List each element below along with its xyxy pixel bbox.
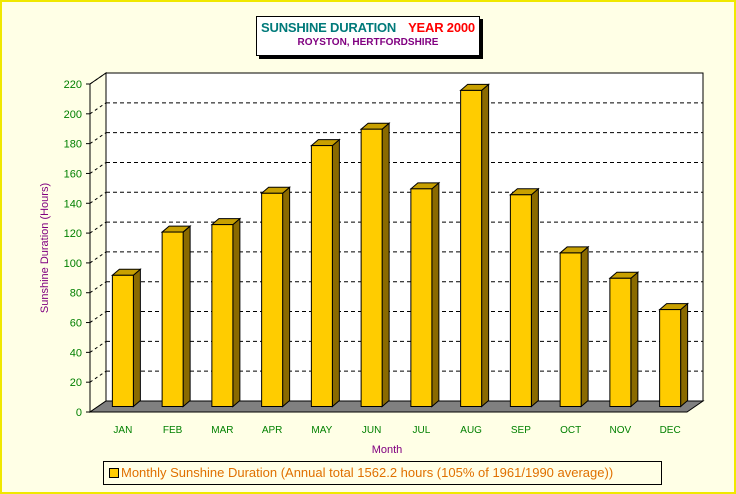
x-tick-label: FEB	[163, 425, 183, 436]
bar-side	[680, 302, 689, 408]
y-tick-label: 220	[64, 79, 82, 91]
y-tick-label: 80	[70, 288, 82, 300]
bar	[659, 309, 682, 407]
bar	[410, 188, 433, 407]
x-tick-label: SEP	[511, 425, 531, 436]
x-tick-label: MAR	[211, 425, 233, 436]
chart-floor	[88, 400, 705, 413]
bar-side	[381, 122, 390, 408]
bar-side	[232, 217, 241, 408]
bar	[460, 89, 483, 407]
chart-side-wall	[89, 72, 107, 413]
chart-legend: Monthly Sunshine Duration (Annual total …	[103, 461, 662, 485]
y-tick-label: 160	[64, 168, 82, 180]
x-tick-label: AUG	[460, 425, 482, 436]
chart-back-wall	[105, 72, 704, 402]
x-tick-label: JAN	[113, 425, 132, 436]
bar-side	[580, 245, 589, 408]
y-tick-label: 140	[64, 198, 82, 210]
y-tick-label: 180	[64, 139, 82, 151]
y-tick-label: 120	[64, 228, 82, 240]
y-tick-label: 20	[70, 377, 82, 389]
x-tick-label: JUN	[362, 425, 381, 436]
bar	[360, 128, 383, 407]
y-tick-label: 100	[64, 258, 82, 270]
bar	[310, 145, 333, 407]
legend-label: Monthly Sunshine Duration (Annual total …	[121, 465, 614, 480]
x-tick-label: OCT	[560, 425, 581, 436]
bar-side	[182, 224, 191, 408]
bar-side	[481, 83, 490, 408]
y-tick-label: 60	[70, 318, 82, 330]
x-tick-label: MAY	[311, 425, 332, 436]
x-tick-label: JUL	[412, 425, 430, 436]
x-tick-label: APR	[262, 425, 283, 436]
chart-title-year: YEAR 2000	[408, 20, 475, 35]
x-tick-label: DEC	[660, 425, 681, 436]
bar	[161, 231, 184, 407]
bar-side	[530, 187, 539, 408]
x-tick-label: NOV	[610, 425, 632, 436]
bar	[559, 252, 582, 407]
chart-title-box: SUNSHINE DURATION YEAR 2000 ROYSTON, HERT…	[256, 16, 480, 56]
bar-side	[630, 271, 639, 408]
y-tick-label: 0	[76, 407, 82, 419]
bar	[261, 192, 284, 407]
chart-title-line: SUNSHINE DURATION YEAR 2000	[257, 20, 479, 35]
bar	[509, 194, 532, 407]
y-tick-label: 200	[64, 109, 82, 121]
legend-swatch	[109, 468, 119, 478]
bar	[211, 224, 234, 407]
chart-title: SUNSHINE DURATION	[261, 20, 397, 35]
bar-side	[282, 186, 291, 408]
chart-subtitle: ROYSTON, HERTFORDSHIRE	[297, 37, 439, 48]
bar	[609, 277, 632, 408]
bar	[111, 274, 134, 407]
bar-side	[132, 268, 141, 408]
y-tick-label: 40	[70, 347, 82, 359]
bar-side	[431, 181, 440, 408]
bar-side	[331, 138, 340, 408]
y-axis-title: Sunshine Duration (Hours)	[39, 183, 51, 313]
x-axis-title: Month	[372, 444, 403, 456]
